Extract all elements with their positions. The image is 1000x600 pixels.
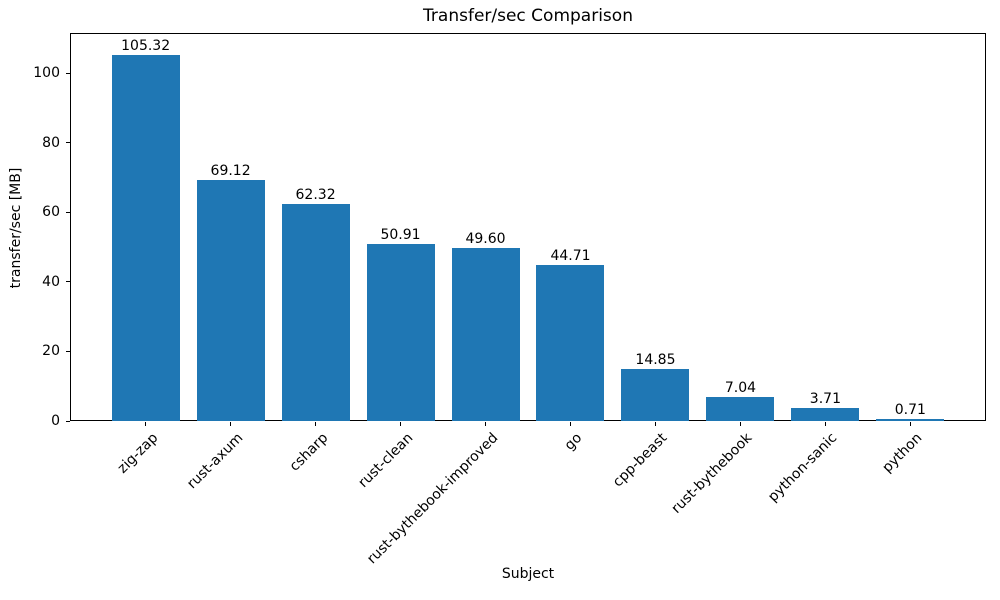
y-tick-mark <box>66 211 70 213</box>
bar-python-sanic <box>791 408 860 421</box>
bar-value-label: 49.60 <box>465 231 506 248</box>
x-axis-label: Subject <box>501 566 555 582</box>
x-tick-label: rust-bythebook <box>668 430 756 517</box>
x-tick-label: python <box>879 430 926 476</box>
x-tick-mark <box>485 422 486 426</box>
x-tick-mark <box>824 422 826 426</box>
bar-go <box>536 265 605 421</box>
x-tick-label: go <box>562 430 586 454</box>
x-tick-label: zig-zap <box>114 430 161 477</box>
bar-rust-clean <box>366 243 435 421</box>
y-tick-label: 0 <box>51 413 60 429</box>
x-tick-mark <box>230 422 232 426</box>
y-tick-mark <box>66 420 70 422</box>
bar-csharp <box>281 204 350 421</box>
chart-title: Transfer/sec Comparison <box>423 6 633 26</box>
bar-value-label: 62.32 <box>295 187 336 204</box>
x-tick-label: rust-clean <box>354 430 416 491</box>
bar-rust-axum <box>196 180 265 421</box>
bar-rust-bythebook <box>706 396 775 421</box>
y-tick-label: 100 <box>33 65 60 82</box>
y-tick-mark <box>66 142 70 144</box>
bar-value-label: 14.85 <box>635 352 676 369</box>
x-tick-label: python-sanic <box>765 430 841 506</box>
y-tick-mark <box>66 281 70 283</box>
bar-python <box>876 418 945 421</box>
x-tick-mark <box>909 422 911 426</box>
bar-zig-zap <box>111 54 180 421</box>
x-tick-mark <box>739 422 741 426</box>
bar-value-label: 7.04 <box>724 379 757 396</box>
x-tick-label: cpp-beast <box>610 430 671 491</box>
y-axis-label: transfer/sec [MB] <box>8 167 24 289</box>
x-tick-mark <box>400 422 402 426</box>
y-tick-label: 40 <box>42 273 60 290</box>
bar-value-label: 69.12 <box>210 163 251 180</box>
x-tick-label: rust-axum <box>183 430 246 493</box>
x-tick-label: csharp <box>286 430 331 475</box>
y-tick-mark <box>66 72 70 74</box>
x-tick-mark <box>569 422 571 426</box>
bar-value-label: 3.71 <box>809 391 841 408</box>
y-tick-mark <box>66 350 70 352</box>
x-tick-mark <box>315 422 317 426</box>
y-tick-label: 20 <box>42 343 60 360</box>
x-tick-mark <box>145 422 147 426</box>
bar-cpp-beast <box>621 369 690 421</box>
y-tick-label: 60 <box>42 204 60 221</box>
bar-value-label: 105.32 <box>121 37 171 54</box>
bar-rust-bythebook-improved <box>451 248 520 421</box>
bar-value-label: 44.71 <box>550 248 591 265</box>
x-tick-mark <box>654 422 656 426</box>
bar-value-label: 50.91 <box>380 226 421 243</box>
y-tick-label: 80 <box>42 134 60 151</box>
bar-value-label: 0.71 <box>894 401 926 418</box>
